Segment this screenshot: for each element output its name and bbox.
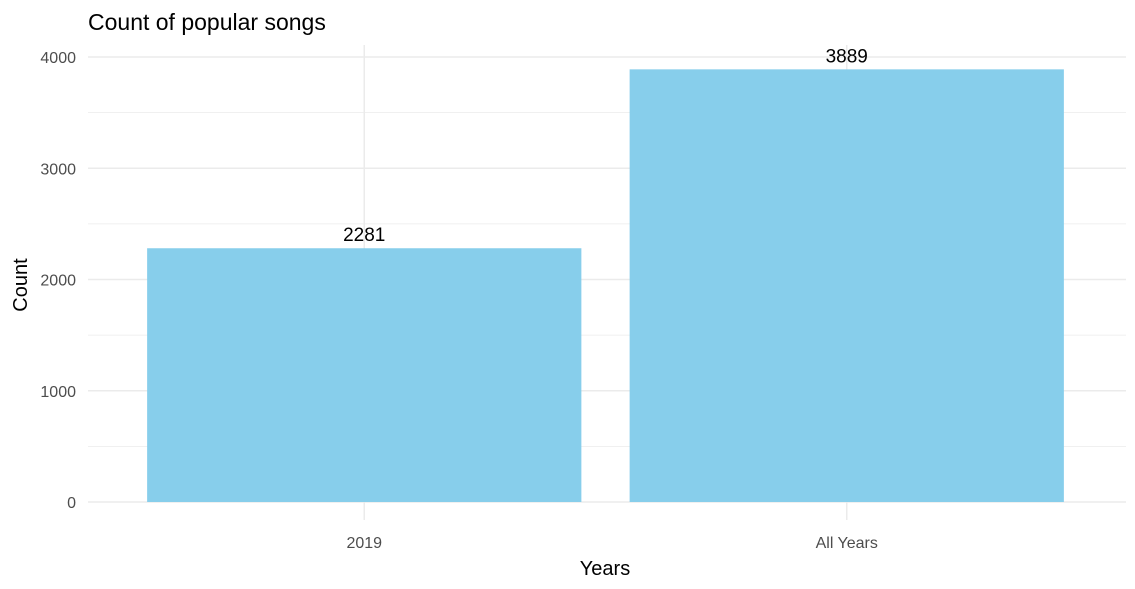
x-tick-label: All Years — [816, 535, 878, 552]
y-tick-label: 3000 — [40, 161, 76, 178]
bar-value-label: 3889 — [826, 46, 868, 67]
x-tick-label: 2019 — [346, 535, 382, 552]
x-axis-ticks: 2019 All Years — [346, 535, 877, 552]
bar-value-label: 2281 — [343, 225, 385, 246]
y-tick-label: 2000 — [40, 273, 76, 290]
bar — [629, 69, 1064, 502]
x-axis-title: Years — [580, 558, 630, 580]
chart-title: Count of popular songs — [88, 9, 326, 35]
y-axis-ticks: 0 1000 2000 3000 4000 — [40, 50, 76, 512]
bars-group — [147, 69, 1064, 502]
y-tick-label: 0 — [67, 495, 76, 512]
data-labels-group: 2281 3889 — [343, 46, 868, 246]
bar — [147, 248, 582, 502]
y-axis-title: Count — [10, 258, 32, 312]
y-tick-label: 1000 — [40, 384, 76, 401]
y-tick-label: 4000 — [40, 50, 76, 67]
